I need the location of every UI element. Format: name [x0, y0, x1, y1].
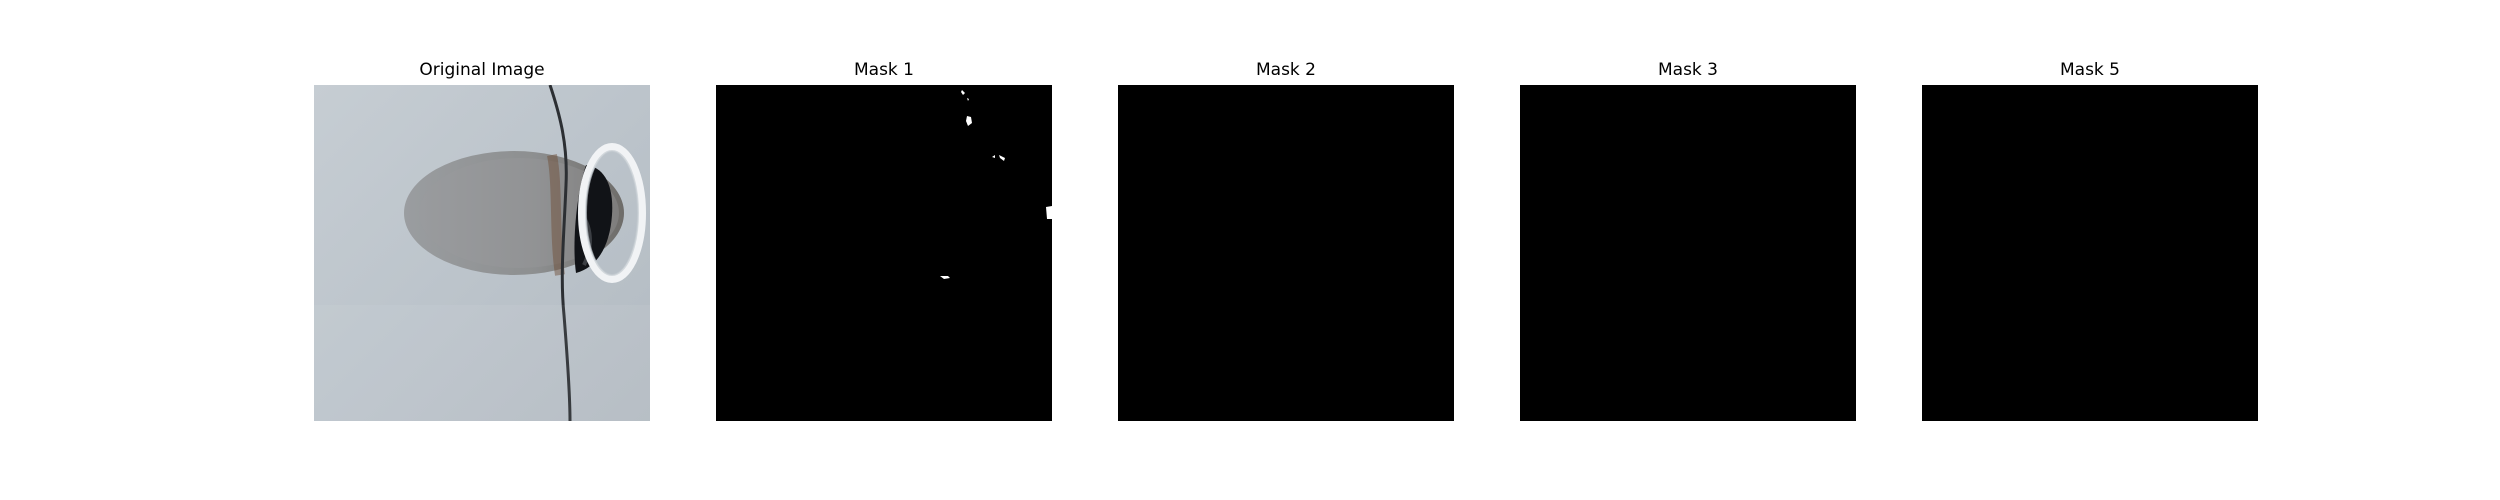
panel-mask-1: Mask 1 — [716, 0, 1052, 430]
mask-image — [1520, 85, 1856, 421]
panel-title: Mask 3 — [1657, 60, 1718, 80]
panel-title: Mask 1 — [853, 60, 914, 80]
panel-title: Original Image — [419, 60, 545, 80]
mask-image — [1922, 85, 2258, 421]
mask-image — [716, 85, 1052, 421]
panel-title: Mask 5 — [2059, 60, 2120, 80]
mask-image — [1118, 85, 1454, 421]
panel-title: Mask 2 — [1255, 60, 1316, 80]
panel-mask-2: Mask 2 — [1118, 0, 1454, 430]
panel-mask-3: Mask 3 — [1520, 0, 1856, 430]
original-car-photo — [314, 85, 650, 421]
panel-mask-5: Mask 5 — [1922, 0, 2258, 430]
panel-original-image: Original Image — [314, 0, 650, 430]
